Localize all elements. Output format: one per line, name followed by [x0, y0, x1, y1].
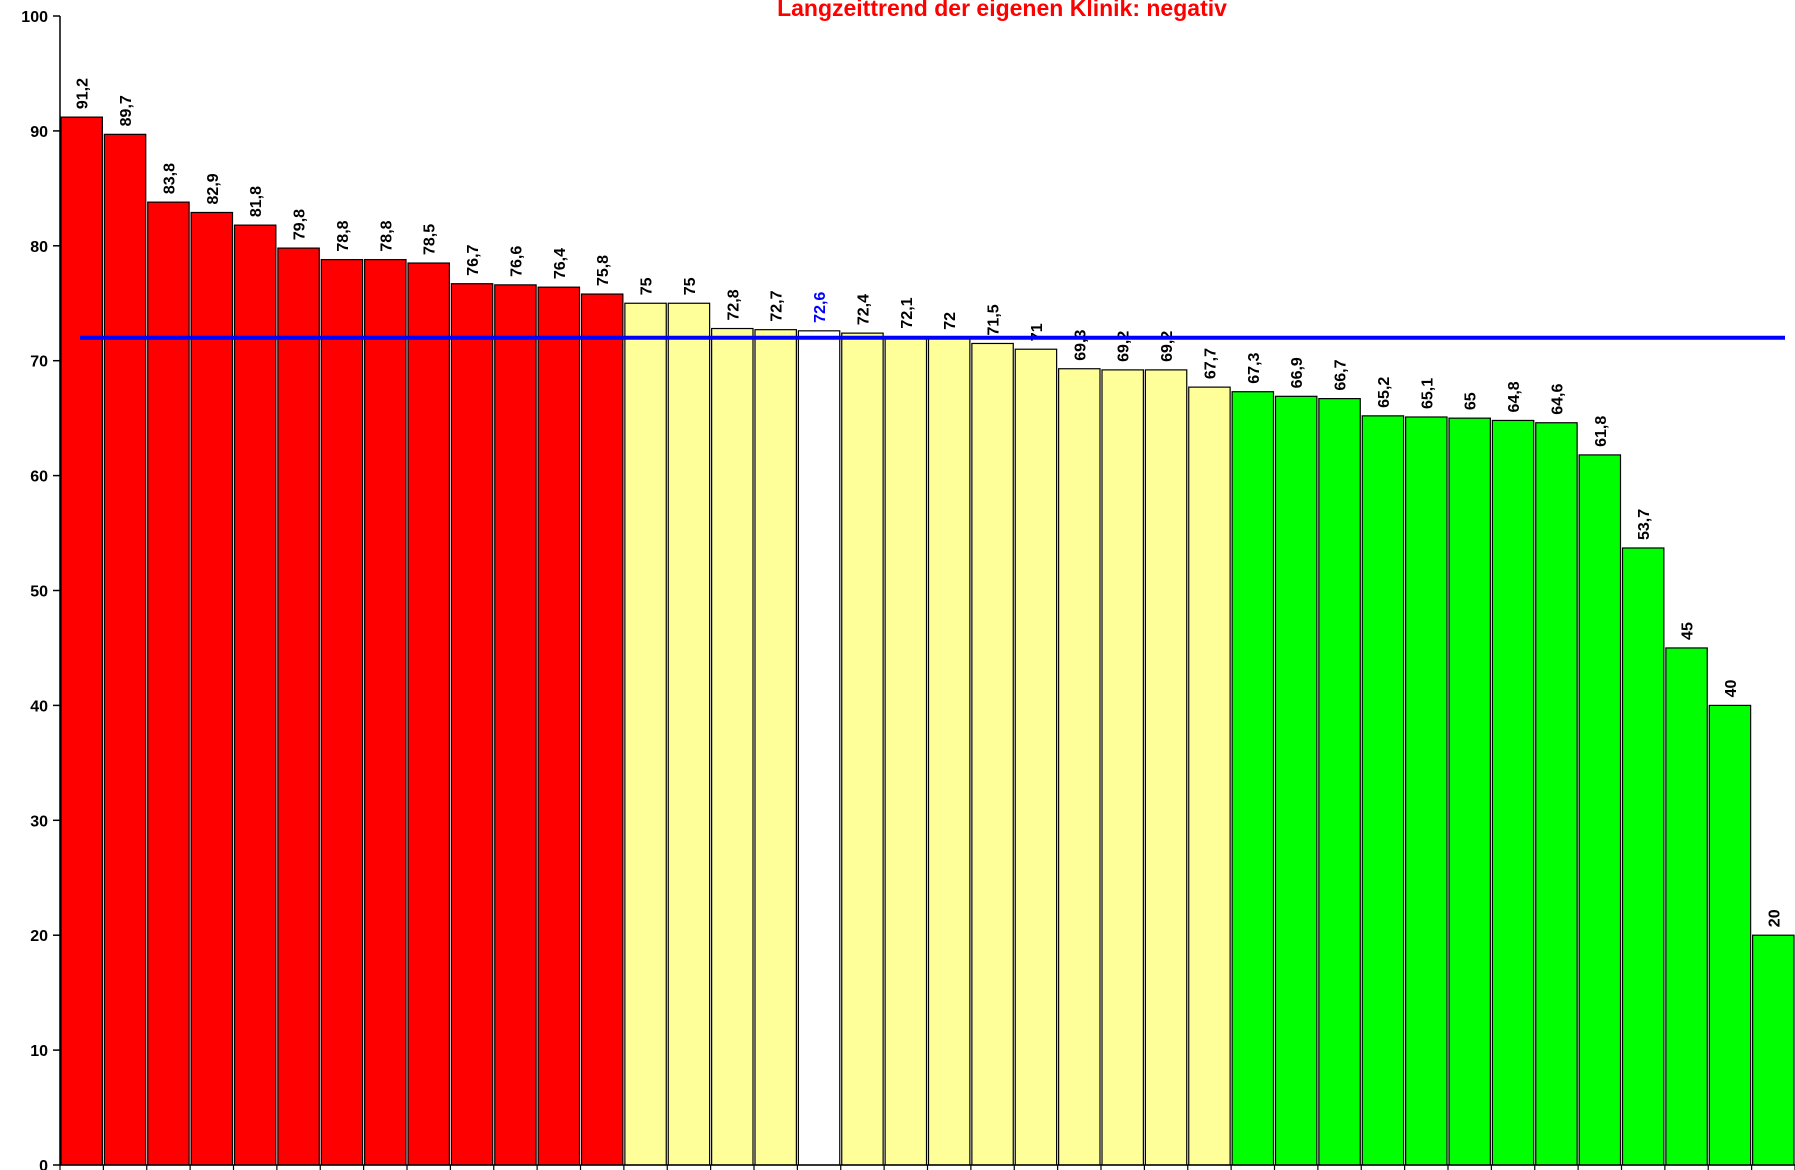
bar [667, 302, 711, 1166]
y-tick-label: 90 [30, 124, 48, 141]
bar [711, 327, 754, 1166]
value-label: 76,4 [552, 248, 569, 279]
y-tick-label: 70 [30, 354, 48, 371]
bar [494, 284, 537, 1166]
value-label: 72,6 [812, 292, 829, 323]
bar [1014, 348, 1058, 1166]
bar [1188, 386, 1231, 1166]
bar [450, 283, 494, 1166]
bar [60, 116, 103, 1166]
value-label: 76,7 [465, 244, 482, 275]
value-label: 66,7 [1333, 359, 1350, 390]
y-tick-label: 40 [30, 698, 48, 715]
value-label: 65,2 [1376, 377, 1393, 408]
bar [1144, 369, 1188, 1166]
bar [1361, 415, 1405, 1166]
bar [841, 332, 884, 1166]
bar [1274, 395, 1318, 1166]
value-label: 75 [682, 277, 699, 295]
y-tick-label: 30 [30, 813, 48, 830]
value-label: 69,3 [1072, 330, 1089, 361]
bar [580, 293, 624, 1166]
bar [884, 335, 928, 1166]
y-tick-label: 50 [30, 584, 48, 601]
bar [190, 211, 234, 1166]
bar [103, 133, 147, 1166]
bar [1578, 454, 1622, 1166]
bar [1752, 934, 1795, 1166]
value-label: 75 [639, 277, 656, 295]
bar [971, 342, 1014, 1166]
bar [1708, 704, 1752, 1166]
value-label: 45 [1680, 622, 1697, 640]
bar [1405, 416, 1448, 1166]
bar [364, 258, 407, 1166]
value-label: 78,8 [335, 220, 352, 251]
value-label: 83,8 [161, 163, 178, 194]
bar [407, 262, 450, 1166]
bar [1231, 391, 1275, 1166]
bar [1665, 647, 1708, 1166]
bar [277, 247, 320, 1166]
bar [1318, 398, 1361, 1166]
y-tick-label: 20 [30, 928, 48, 945]
bar [927, 337, 971, 1166]
value-label: 79,8 [292, 209, 309, 240]
value-label: 65,1 [1419, 378, 1436, 409]
chart-title: Langzeittrend der eigenen Klinik: negati… [777, 0, 1227, 21]
value-label: 82,9 [205, 173, 222, 204]
bar [233, 224, 277, 1166]
value-label: 78,5 [422, 224, 439, 255]
value-label: 72,1 [899, 297, 916, 328]
bar [1101, 369, 1144, 1166]
value-label: 78,8 [378, 220, 395, 251]
value-label: 69,2 [1159, 331, 1176, 362]
value-label: 64,6 [1549, 384, 1566, 415]
value-label: 65 [1463, 392, 1480, 410]
y-tick-label: 0 [39, 1158, 48, 1170]
y-tick-label: 80 [30, 239, 48, 256]
value-label: 53,7 [1636, 509, 1653, 540]
bar [1491, 419, 1535, 1166]
bar [797, 330, 841, 1166]
value-label: 40 [1723, 680, 1740, 698]
value-label: 61,8 [1593, 416, 1610, 447]
y-tick-label: 60 [30, 469, 48, 486]
bar [147, 201, 190, 1166]
bar [1448, 417, 1491, 1166]
bar [537, 286, 581, 1166]
bar [624, 302, 667, 1166]
value-label: 71,5 [986, 304, 1003, 335]
bar [754, 329, 797, 1166]
bar [1058, 368, 1101, 1166]
value-label: 81,8 [248, 186, 265, 217]
value-label: 89,7 [118, 95, 135, 126]
y-tick-label: 10 [30, 1043, 48, 1060]
value-label: 64,8 [1506, 381, 1523, 412]
bar [1621, 547, 1665, 1166]
y-tick-label: 100 [21, 9, 48, 26]
value-label: 72,4 [855, 294, 872, 325]
bar [320, 258, 364, 1166]
value-label: 66,9 [1289, 357, 1306, 388]
value-label: 91,2 [75, 78, 92, 109]
value-label: 72 [942, 312, 959, 330]
value-label: 76,6 [508, 246, 525, 277]
value-label: 72,8 [725, 289, 742, 320]
value-label: 75,8 [595, 255, 612, 286]
value-label: 67,3 [1246, 352, 1263, 383]
value-label: 67,7 [1202, 348, 1219, 379]
value-label: 20 [1766, 909, 1783, 927]
bar [1535, 422, 1578, 1166]
value-label: 72,7 [769, 290, 786, 321]
value-label: 69,2 [1116, 331, 1133, 362]
